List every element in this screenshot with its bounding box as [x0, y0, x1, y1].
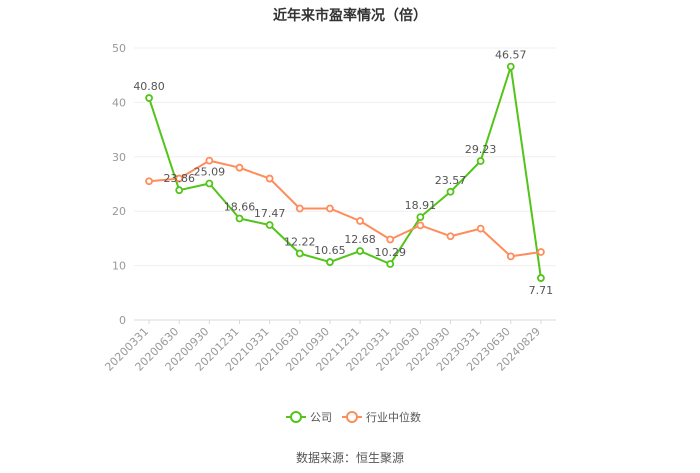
y-tick-3: 30	[112, 151, 126, 164]
company-label-13: 7.71	[529, 284, 554, 297]
legend-item-industry[interactable]: 行业中位数	[342, 410, 421, 424]
series-1-point-2[interactable]	[205, 156, 214, 165]
series-1-point-1[interactable]	[175, 174, 184, 183]
y-tick-2: 20	[112, 205, 126, 218]
y-tick-5: 50	[112, 42, 126, 55]
series-1-point-3[interactable]	[235, 163, 244, 172]
series-0-point-1[interactable]	[175, 186, 184, 195]
company-label-2: 25.09	[194, 166, 226, 179]
series-layer	[145, 62, 545, 282]
company-label-1: 23.86	[163, 172, 195, 185]
chart-title: 近年来市盈率情况（倍）	[273, 7, 427, 24]
series-1-point-6[interactable]	[326, 204, 334, 213]
y-tick-4: 40	[112, 96, 126, 109]
series-0-point-5[interactable]	[295, 249, 304, 258]
series-1-point-11[interactable]	[476, 224, 485, 233]
company-label-11: 29.23	[465, 143, 497, 156]
legend-label-industry: 行业中位数	[366, 410, 421, 424]
series-1-point-5[interactable]	[295, 204, 304, 213]
series-1-point-8[interactable]	[386, 235, 395, 244]
legend-item-company[interactable]: 公司	[286, 411, 332, 424]
source-text: 数据来源：恒生聚源	[296, 450, 404, 465]
series-1-point-9[interactable]	[416, 221, 425, 230]
series-0-point-4[interactable]	[265, 221, 274, 229]
series-0-point-9[interactable]	[416, 213, 425, 222]
series-1-point-10[interactable]	[446, 232, 455, 241]
series-line-1	[148, 159, 542, 258]
company-label-8: 10.29	[374, 246, 406, 259]
company-label-3: 18.66	[224, 200, 256, 213]
legend-marker-company	[290, 411, 302, 423]
series-0-point-7[interactable]	[356, 247, 364, 255]
company-label-5: 12.22	[284, 236, 316, 249]
series-0-point-12[interactable]	[506, 62, 515, 71]
company-label-10: 23.57	[435, 174, 467, 187]
company-label-12: 46.57	[495, 49, 527, 62]
series-0-point-6[interactable]	[326, 258, 334, 266]
series-0-point-10[interactable]	[446, 187, 455, 196]
series-0-point-3[interactable]	[235, 214, 244, 223]
legend-label-company: 公司	[310, 411, 332, 424]
company-label-7: 12.68	[344, 233, 376, 246]
y-tick-0: 0	[119, 314, 126, 327]
series-0-point-13[interactable]	[537, 274, 545, 282]
series-1-point-12[interactable]	[506, 252, 515, 261]
series-line-0	[148, 65, 542, 280]
series-1-point-7[interactable]	[356, 217, 364, 225]
series-1-point-0[interactable]	[145, 177, 153, 186]
series-1-point-13[interactable]	[537, 248, 545, 256]
company-label-0: 40.80	[133, 80, 165, 93]
company-label-4: 17.47	[254, 207, 286, 220]
series-0-point-0[interactable]	[145, 94, 153, 102]
legend: 公司 行业中位数	[286, 410, 421, 424]
series-1-point-4[interactable]	[265, 174, 274, 183]
series-0-point-8[interactable]	[386, 260, 395, 268]
y-tick-1: 10	[112, 260, 126, 273]
company-label-9: 18.91	[405, 199, 437, 212]
series-0-point-11[interactable]	[476, 157, 485, 165]
company-label-6: 10.65	[314, 244, 346, 257]
grid	[134, 47, 556, 321]
legend-marker-industry	[346, 411, 358, 423]
series-0-point-2[interactable]	[205, 179, 214, 188]
